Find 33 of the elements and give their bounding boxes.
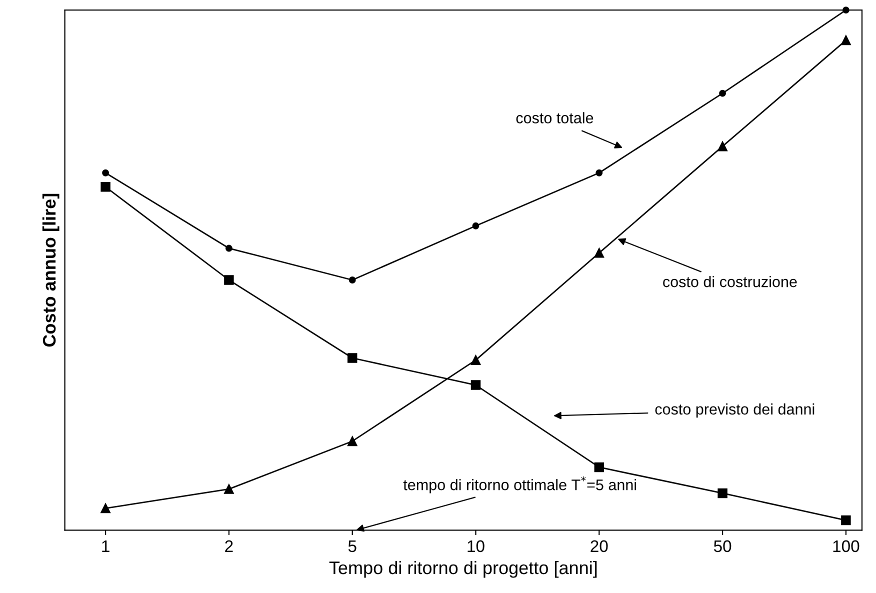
point [594, 462, 604, 472]
annotation: costo di costruzione [663, 276, 797, 288]
point [594, 248, 604, 258]
x-tick-label: 20 [590, 540, 608, 552]
point [470, 355, 481, 365]
annotation: tempo di ritorno ottimale T$^{*}$=5 anni [403, 476, 636, 494]
point [347, 436, 358, 446]
point [470, 380, 481, 390]
point [718, 141, 728, 152]
point [102, 169, 110, 176]
point [100, 182, 110, 192]
x-tick-label: 100 [833, 540, 860, 552]
x-tick-label: 2 [225, 540, 233, 552]
x-axis-title: Tempo di ritorno di progetto [anni] [329, 560, 597, 578]
point [718, 488, 728, 498]
point [841, 515, 851, 526]
point [100, 503, 110, 514]
point [224, 484, 234, 494]
point [224, 275, 234, 285]
point [719, 90, 726, 97]
point [596, 169, 603, 176]
x-tick-label: 5 [348, 540, 356, 552]
point [472, 222, 480, 230]
x-tick-label: 10 [468, 540, 484, 552]
annotation: costo previsto dei danni [655, 403, 814, 418]
x-tick-label: 1 [102, 540, 110, 552]
y-axis-title: Costo annuo [lire] [42, 194, 60, 347]
x-tick-label: 50 [714, 540, 732, 552]
annotation: costo totale [516, 112, 594, 124]
point [347, 353, 358, 363]
point [225, 244, 232, 252]
point [348, 276, 356, 284]
point [841, 35, 851, 46]
